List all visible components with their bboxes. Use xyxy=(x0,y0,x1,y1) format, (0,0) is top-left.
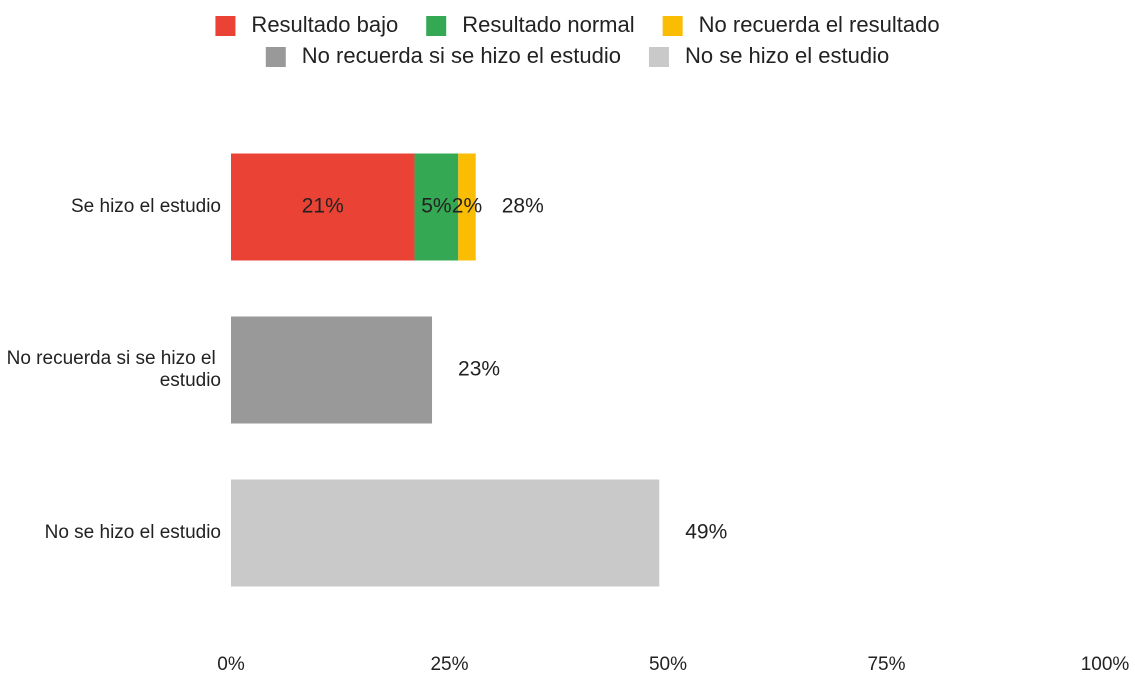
data-label: 5% xyxy=(421,195,451,218)
bar-segment xyxy=(414,153,459,261)
legend-item: No recuerda el resultado xyxy=(662,12,940,37)
legend-label: No recuerda si se hizo el estudio xyxy=(302,43,621,68)
legend-label: No recuerda el resultado xyxy=(699,12,940,37)
legend-item: Resultado normal xyxy=(426,12,635,37)
data-label: 2% xyxy=(452,195,482,218)
bar-segment xyxy=(458,153,476,261)
bar-segment xyxy=(231,316,433,424)
y-tick-label: No se hizo el estudio xyxy=(45,522,221,543)
bar-segment xyxy=(231,153,415,261)
x-tick-label: 0% xyxy=(217,654,245,675)
total-label: 28% xyxy=(502,195,544,218)
legend-label: Resultado normal xyxy=(462,12,634,37)
legend-swatch xyxy=(265,47,286,67)
legend-swatch xyxy=(648,47,669,67)
legend-item: No recuerda si se hizo el estudio xyxy=(265,43,621,68)
data-label: 21% xyxy=(302,195,344,218)
y-tick-label: Se hizo el estudio xyxy=(71,196,221,217)
x-tick-label: 75% xyxy=(867,654,905,675)
total-label: 23% xyxy=(458,358,500,381)
x-tick-label: 100% xyxy=(1081,654,1130,675)
legend-label: No se hizo el estudio xyxy=(685,43,889,68)
legend-label: Resultado bajo xyxy=(251,12,398,37)
legend-item: No se hizo el estudio xyxy=(648,43,889,68)
legend-swatch xyxy=(426,16,447,36)
legend-item: Resultado bajo xyxy=(215,12,398,37)
x-tick-label: 50% xyxy=(649,654,687,675)
bar-segment xyxy=(231,479,660,587)
y-tick-label: No recuerda si se hizo el estudio xyxy=(7,348,221,391)
x-tick-label: 25% xyxy=(430,654,468,675)
legend-swatch xyxy=(662,16,683,36)
total-label: 49% xyxy=(685,521,727,544)
legend-swatch xyxy=(215,16,236,36)
